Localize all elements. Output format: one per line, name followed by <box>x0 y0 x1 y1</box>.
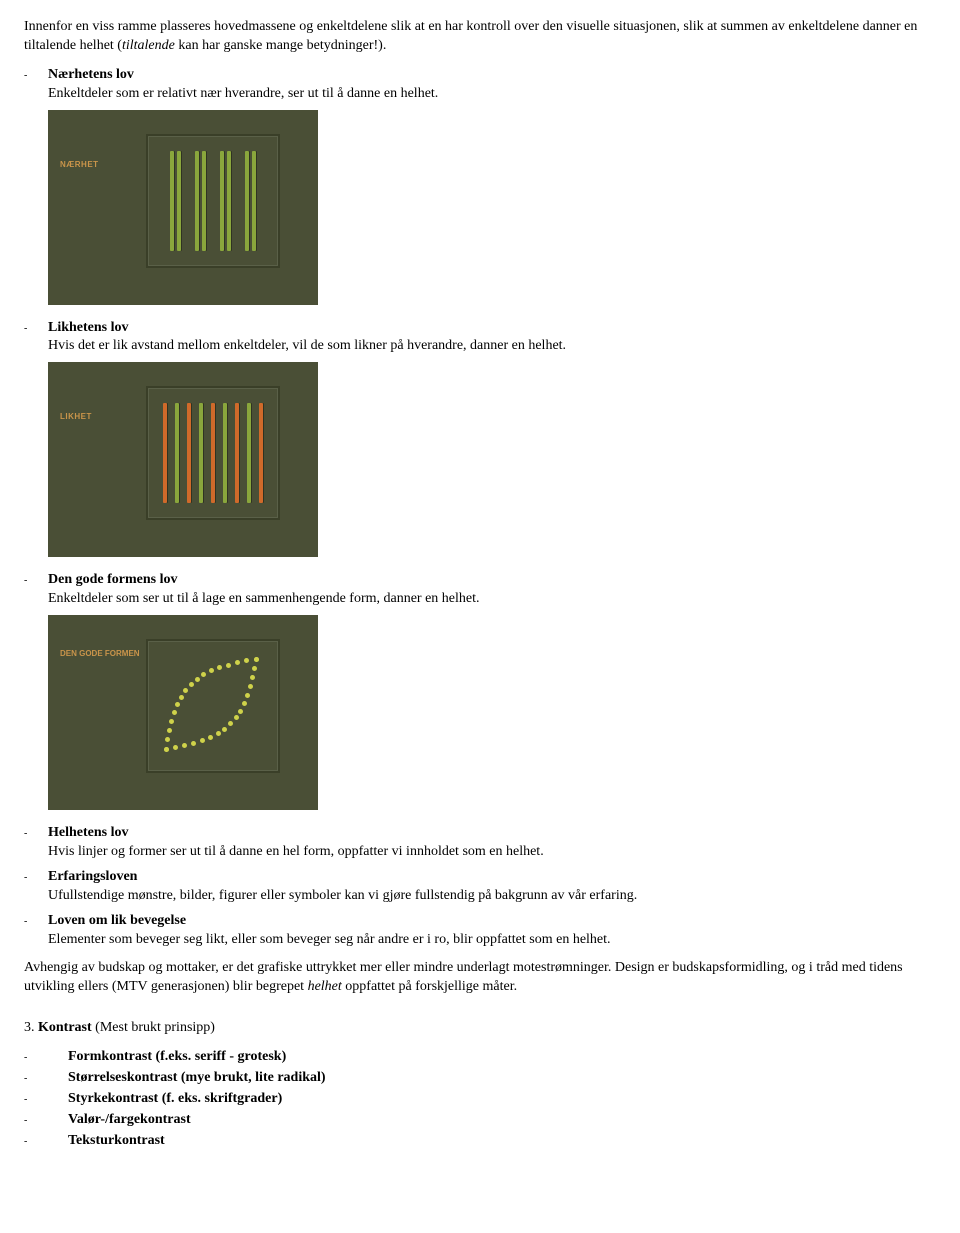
law-desc: Enkeltdeler som ser ut til å lage en sam… <box>48 590 936 609</box>
bullet-dash: - <box>24 1048 68 1065</box>
bullet-dash: - <box>24 868 48 885</box>
law-item: - Helhetens lov Hvis linjer og former se… <box>24 824 936 862</box>
law-item: - Erfaringsloven Ufullstendige mønstre, … <box>24 868 936 906</box>
figure-proximity: NÆRHET <box>48 110 936 305</box>
law-title: Likhetens lov <box>48 320 129 335</box>
contrast-list: - Formkontrast (f.eks. seriff - grotesk)… <box>24 1048 936 1150</box>
law-title: Den gode formens lov <box>48 572 178 587</box>
law-desc: Hvis det er lik avstand mellom enkeltdel… <box>48 337 936 356</box>
law-desc: Hvis linjer og former ser ut til å danne… <box>48 843 936 862</box>
law-item: - Nærhetens lov Enkeltdeler som er relat… <box>24 66 936 104</box>
law-item: - Den gode formens lov Enkeltdeler som s… <box>24 571 936 609</box>
bullet-dash: - <box>24 1090 68 1107</box>
bullet-dash: - <box>24 1132 68 1149</box>
bullet-dash: - <box>24 319 48 336</box>
figure-good-form: DEN GODE FORMEN <box>48 615 936 810</box>
law-desc: Elementer som beveger seg likt, eller so… <box>48 931 936 950</box>
bullet-dash: - <box>24 571 48 588</box>
figure-label: LIKHET <box>60 412 92 423</box>
contrast-item: Størrelseskontrast (mye brukt, lite radi… <box>68 1070 326 1085</box>
law-title: Helhetens lov <box>48 825 129 840</box>
law-title: Erfaringsloven <box>48 869 137 884</box>
figure-frame <box>146 639 280 773</box>
law-item: - Likhetens lov Hvis det er lik avstand … <box>24 319 936 357</box>
intro-paragraph: Innenfor en viss ramme plasseres hovedma… <box>24 18 936 56</box>
law-item: - Loven om lik bevegelse Elementer som b… <box>24 912 936 950</box>
figure-frame <box>146 134 280 268</box>
list-item: - Størrelseskontrast (mye brukt, lite ra… <box>24 1069 936 1088</box>
bullet-dash: - <box>24 1069 68 1086</box>
bullet-dash: - <box>24 66 48 83</box>
law-desc: Enkeltdeler som er relativt nær hverandr… <box>48 85 936 104</box>
section-heading: 3. Kontrast (Mest brukt prinsipp) <box>24 1019 936 1038</box>
law-title: Nærhetens lov <box>48 67 134 82</box>
figure-frame <box>146 386 280 520</box>
list-item: - Valør-/fargekontrast <box>24 1111 936 1130</box>
contrast-item: Teksturkontrast <box>68 1133 165 1148</box>
figure-similarity: LIKHET <box>48 362 936 557</box>
law-title: Loven om lik bevegelse <box>48 913 186 928</box>
list-item: - Formkontrast (f.eks. seriff - grotesk) <box>24 1048 936 1067</box>
list-item: - Styrkekontrast (f. eks. skriftgrader) <box>24 1090 936 1109</box>
contrast-item: Formkontrast (f.eks. seriff - grotesk) <box>68 1049 286 1064</box>
section-title: Kontrast <box>38 1020 92 1035</box>
figure-label: DEN GODE FORMEN <box>60 649 140 660</box>
contrast-item: Valør-/fargekontrast <box>68 1112 191 1127</box>
list-item: - Teksturkontrast <box>24 1132 936 1151</box>
bullet-dash: - <box>24 1111 68 1128</box>
bullet-dash: - <box>24 824 48 841</box>
bullet-dash: - <box>24 912 48 929</box>
law-desc: Ufullstendige mønstre, bilder, figurer e… <box>48 887 936 906</box>
contrast-item: Styrkekontrast (f. eks. skriftgrader) <box>68 1091 282 1106</box>
figure-label: NÆRHET <box>60 160 99 171</box>
closing-paragraph: Avhengig av budskap og mottaker, er det … <box>24 959 936 997</box>
